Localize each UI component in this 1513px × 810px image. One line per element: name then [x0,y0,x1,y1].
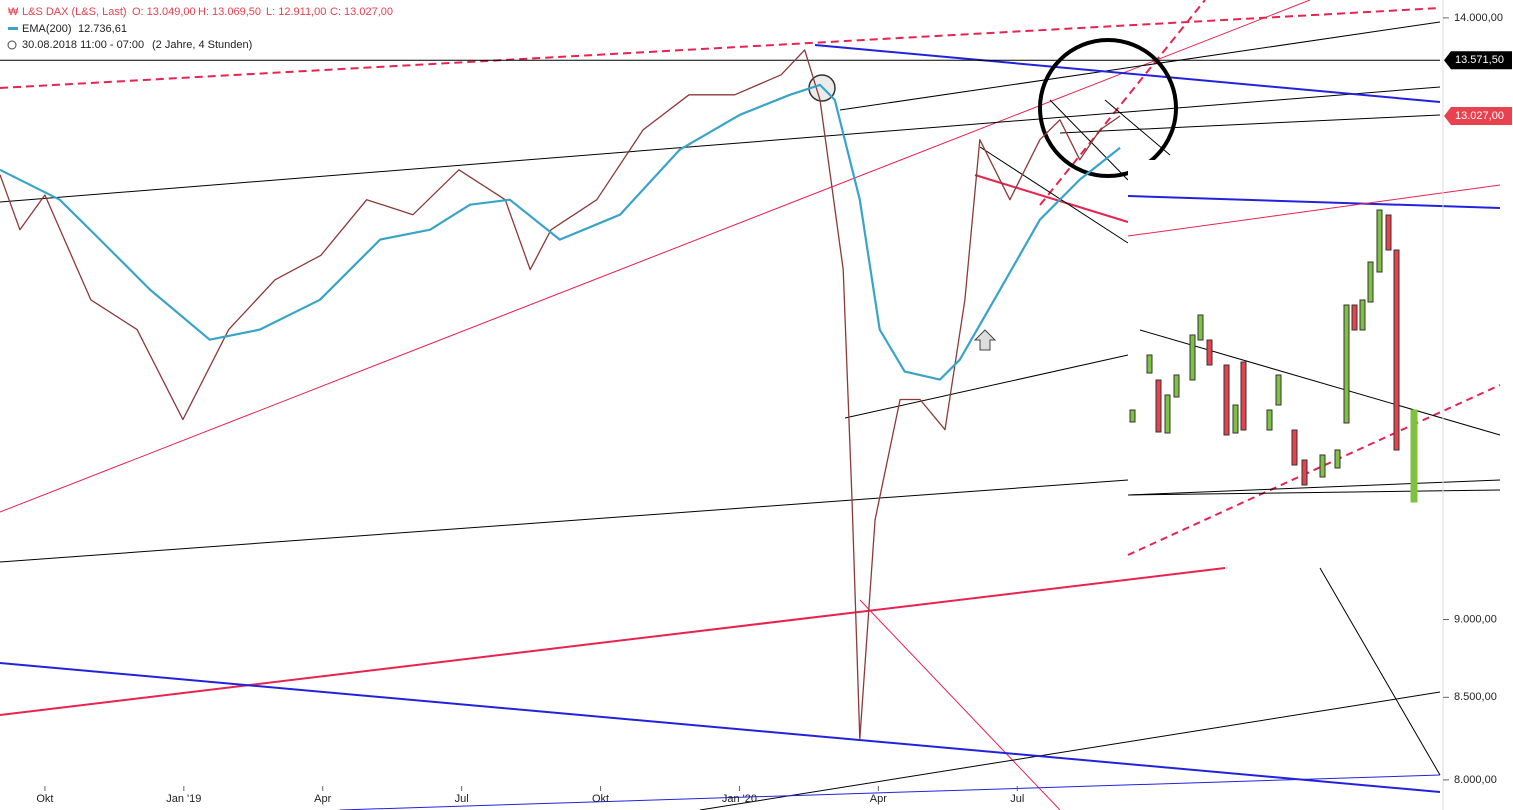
header-value: H: 13.069,50 [198,6,261,18]
x-tick-label: Apr [314,793,331,805]
instrument-title: L&S DAX (L&S, Last) [22,6,127,18]
y-tick-label: 9.000,00 [1454,613,1497,625]
inset-line [1127,195,1501,209]
inset-candles [1129,209,1418,503]
y-tick-label: 8.500,00 [1454,691,1497,703]
arrow-icon [973,329,997,351]
trend-line [814,44,1441,103]
instrument-icon: ₩ [8,6,19,18]
trend-line [1049,99,1129,181]
x-tick-label: Okt [592,793,609,805]
trend-line [1059,114,1441,134]
x-tick-label: Jul [455,793,469,805]
inset [1127,160,1501,562]
y-tick-label: 8.000,00 [1454,774,1497,786]
trend-line [1104,99,1171,156]
plot-area [0,0,1441,810]
trend-line [974,174,1129,223]
trend-line [1319,567,1441,776]
x-tick-label: Jan '19 [166,793,201,805]
clock-icon [7,40,17,50]
trend-line [699,691,1441,810]
ema-line [0,83,1121,381]
inset-background [1128,160,1500,562]
header-value: L: 12.911,00 [266,6,326,18]
price-marker-box [1444,51,1512,70]
x-tick-label: Apr [870,793,887,805]
header-value: O: 13.049,00 [132,6,196,18]
price-marker-box [1444,106,1512,125]
x-tick-label: Jan '20 [722,793,757,805]
trend-line [859,599,1061,810]
inset-line [1127,384,1501,556]
ema-value: 12.736,61 [78,23,127,35]
x-tick-label: Jul [1010,793,1024,805]
inset-line [1139,329,1501,436]
trend-line [0,7,1441,89]
header: ₩ L&S DAX (L&S, Last) O: 13.049,00 H: 13… [7,6,393,51]
trend-line [979,146,1129,244]
ema-label: EMA(200) [22,23,72,35]
inset-line [1127,184,1501,237]
price-marker-label: 13.027,00 [1455,110,1504,122]
trend-line [0,0,1311,513]
header-value: C: 13.027,00 [330,6,393,18]
price-marker-label: 13.571,50 [1455,54,1504,66]
trend-line [844,354,1129,419]
x-tick-label: Okt [36,793,53,805]
trend-line [0,479,1129,563]
inset-line [1127,489,1501,496]
trend-line [839,21,1441,111]
highlight-circle [1038,38,1178,178]
subtitle-note: (2 Jahre, 4 Stunden) [152,39,252,51]
trend-line [339,774,1441,810]
price-line [0,49,1121,740]
trend-line [0,662,1441,793]
subtitle: 30.08.2018 11:00 - 07:00 [22,39,144,51]
trend-line [0,86,1441,203]
trend-line [0,567,1226,716]
y-tick-label: 14.000,00 [1454,12,1503,24]
ema-swatch [8,27,18,30]
trend-line [1039,0,1206,206]
inset-line [1127,479,1501,496]
